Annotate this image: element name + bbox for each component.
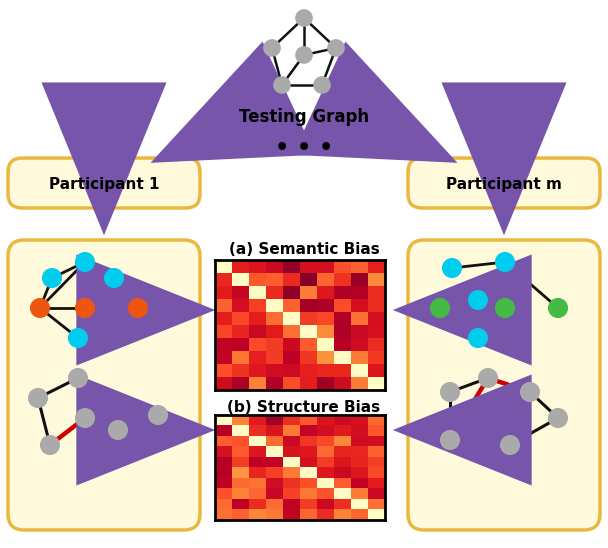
Circle shape (479, 369, 497, 387)
Text: Testing Graph: Testing Graph (239, 108, 369, 126)
Circle shape (264, 40, 280, 56)
Circle shape (274, 77, 290, 93)
Circle shape (314, 77, 330, 93)
FancyBboxPatch shape (8, 158, 200, 208)
Circle shape (521, 383, 539, 401)
Circle shape (76, 409, 94, 427)
Circle shape (296, 47, 312, 63)
Circle shape (105, 269, 123, 287)
Circle shape (328, 40, 344, 56)
Circle shape (41, 436, 59, 454)
Circle shape (69, 369, 87, 387)
Circle shape (296, 10, 312, 26)
FancyBboxPatch shape (408, 158, 600, 208)
Circle shape (29, 389, 47, 407)
Circle shape (431, 299, 449, 317)
Text: (b) Structure Bias: (b) Structure Bias (227, 401, 381, 415)
Text: • • •: • • • (275, 138, 333, 158)
Circle shape (76, 299, 94, 317)
Circle shape (109, 421, 127, 439)
Circle shape (469, 291, 487, 309)
Circle shape (469, 329, 487, 347)
Circle shape (441, 383, 459, 401)
Circle shape (549, 299, 567, 317)
Circle shape (549, 409, 567, 427)
Circle shape (149, 406, 167, 424)
Text: (a) Semantic Bias: (a) Semantic Bias (229, 243, 379, 258)
Circle shape (43, 269, 61, 287)
Circle shape (501, 436, 519, 454)
Text: Participant 1: Participant 1 (49, 178, 159, 192)
FancyBboxPatch shape (408, 240, 600, 530)
Circle shape (76, 253, 94, 271)
Text: Participant m: Participant m (446, 178, 562, 192)
Circle shape (69, 329, 87, 347)
Circle shape (496, 299, 514, 317)
Circle shape (443, 259, 461, 277)
Circle shape (496, 253, 514, 271)
Circle shape (129, 299, 147, 317)
FancyBboxPatch shape (8, 240, 200, 530)
Circle shape (441, 431, 459, 449)
Circle shape (31, 299, 49, 317)
